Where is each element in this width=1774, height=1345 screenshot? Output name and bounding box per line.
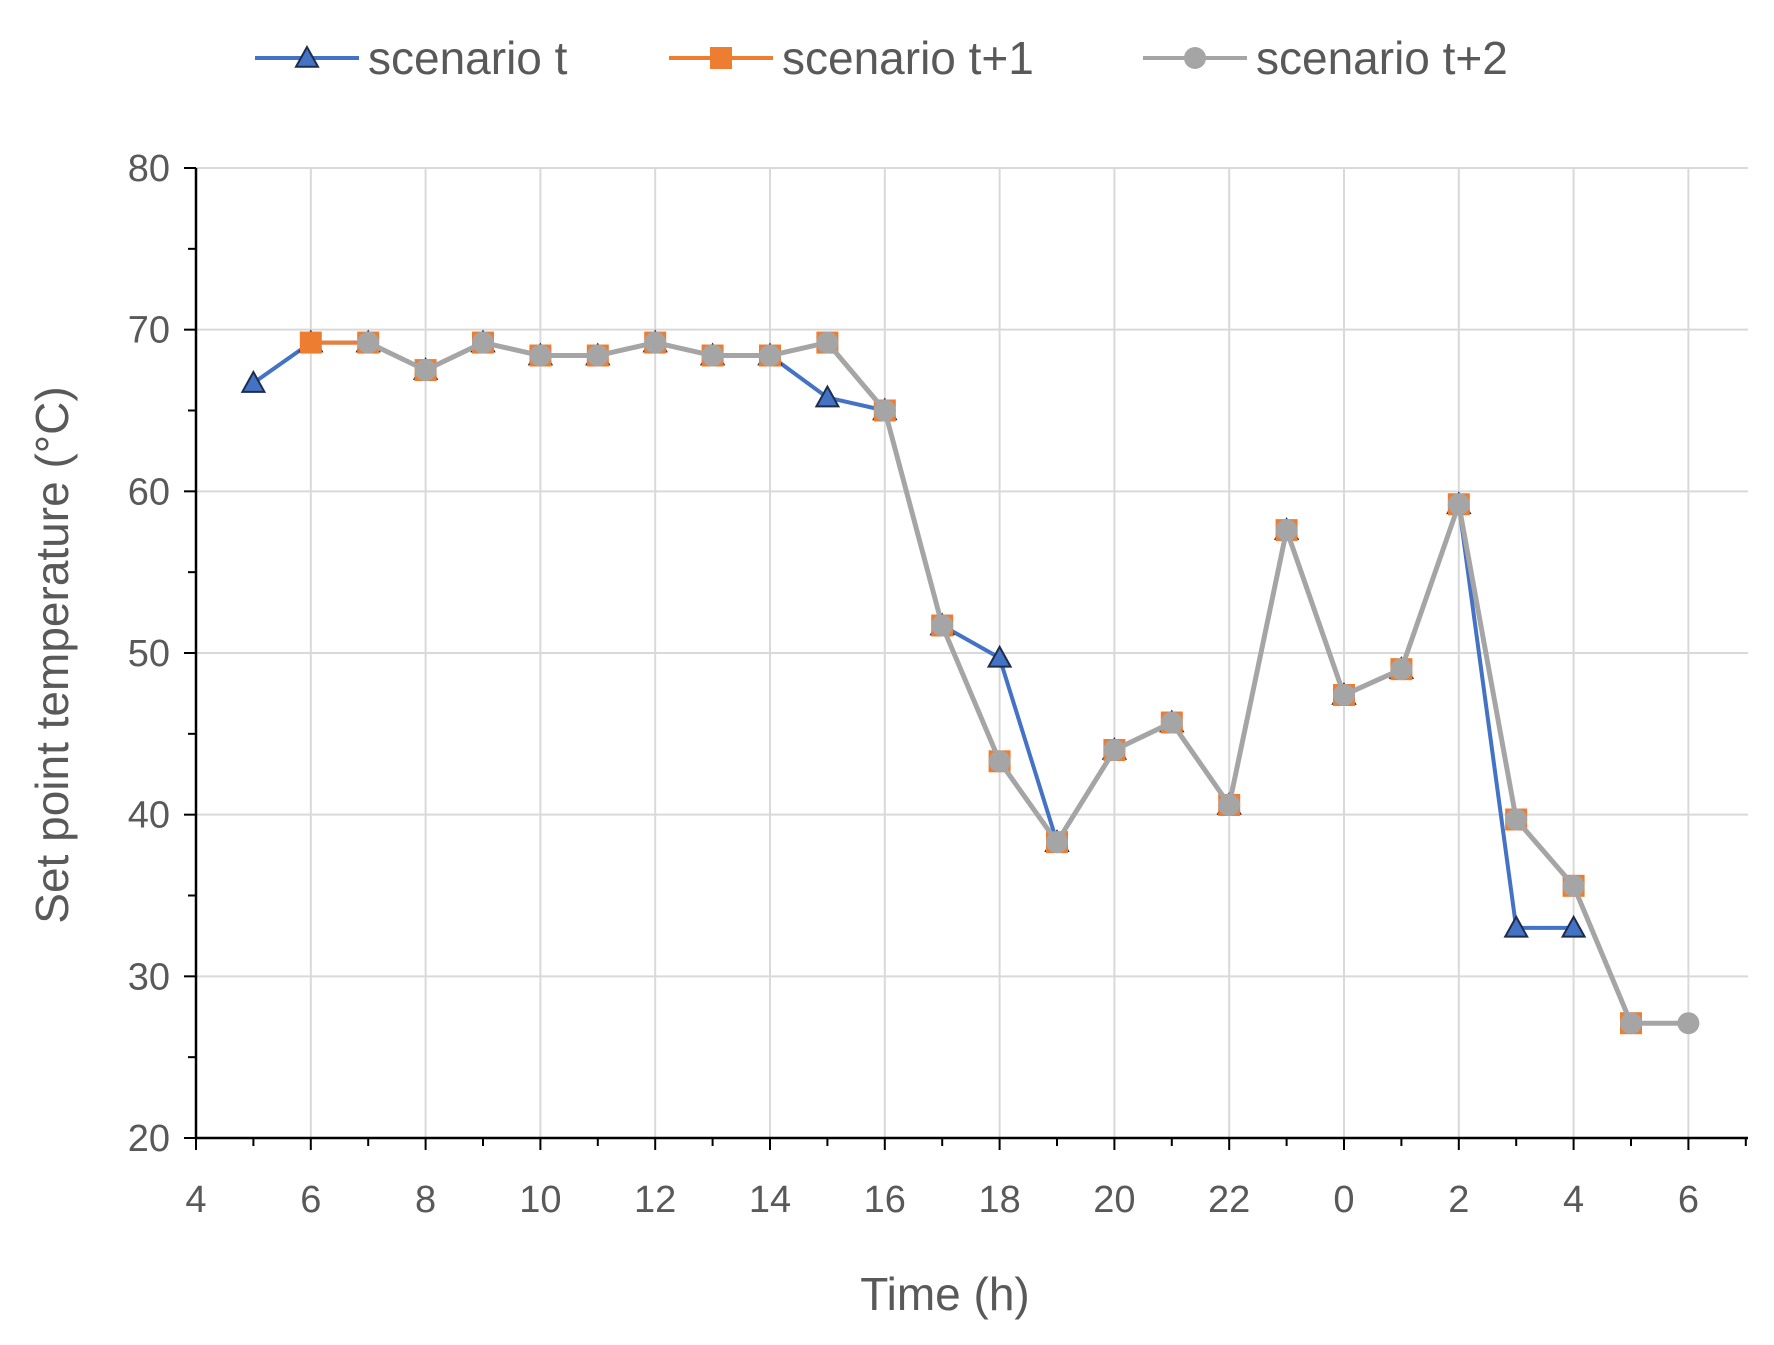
x-tick-label: 2 bbox=[1448, 1179, 1469, 1221]
data-point bbox=[873, 399, 896, 422]
data-point bbox=[701, 344, 724, 367]
y-tick-label: 30 bbox=[128, 956, 170, 998]
data-point bbox=[1447, 493, 1470, 516]
data-point bbox=[814, 384, 841, 408]
series-2 bbox=[357, 331, 1700, 1035]
y-tick-label: 50 bbox=[128, 633, 170, 675]
x-tick-label: 0 bbox=[1333, 1179, 1354, 1221]
x-tick-label: 4 bbox=[185, 1179, 206, 1221]
data-point bbox=[414, 359, 437, 382]
data-point bbox=[1333, 684, 1355, 707]
data-point bbox=[1505, 808, 1528, 831]
legend-item: scenario t+2 bbox=[1143, 32, 1508, 84]
y-axis-title: Set point temperature (°C) bbox=[26, 386, 78, 923]
data-point bbox=[759, 344, 781, 367]
y-tick-label: 20 bbox=[128, 1118, 170, 1160]
data-point bbox=[1160, 711, 1183, 734]
data-point bbox=[1620, 1012, 1642, 1035]
data-point bbox=[1390, 658, 1413, 681]
data-point bbox=[299, 331, 322, 354]
x-axis-title: Time (h) bbox=[860, 1268, 1030, 1320]
series-line bbox=[310, 340, 1633, 1024]
x-tick-label: 20 bbox=[1093, 1179, 1135, 1221]
data-point bbox=[1562, 874, 1585, 897]
series-layer bbox=[240, 329, 1700, 1035]
data-point bbox=[586, 344, 609, 367]
data-point bbox=[1560, 914, 1587, 938]
data-point bbox=[529, 344, 552, 367]
x-tick-label: 18 bbox=[978, 1179, 1020, 1221]
x-tick-label: 6 bbox=[1678, 1179, 1699, 1221]
series-line bbox=[367, 340, 1689, 1026]
data-point bbox=[357, 331, 380, 354]
x-tick-label: 6 bbox=[300, 1179, 321, 1221]
x-tick-label: 12 bbox=[634, 1179, 676, 1221]
legend-marker bbox=[1184, 47, 1206, 69]
series-1 bbox=[299, 331, 1642, 1035]
gridlines bbox=[196, 167, 1748, 1138]
legend-marker bbox=[710, 47, 732, 69]
axes: 20 30 40 50 60 70 80 4 6 8 10 12 14 16 18 20 22 0 2 4 6 bbox=[128, 148, 1748, 1221]
x-tick-label: 22 bbox=[1208, 1179, 1250, 1221]
data-point bbox=[816, 331, 839, 354]
x-tick-label: 8 bbox=[415, 1179, 436, 1221]
legend-item: scenario t bbox=[255, 32, 568, 84]
x-tick-label: 10 bbox=[519, 1179, 561, 1221]
series-0 bbox=[240, 329, 1587, 938]
legend-item: scenario t+1 bbox=[669, 32, 1034, 84]
y-tick-label: 40 bbox=[128, 795, 170, 837]
data-point bbox=[931, 614, 954, 637]
data-point bbox=[986, 644, 1013, 668]
data-point bbox=[1275, 519, 1298, 542]
y-tick-label: 60 bbox=[128, 471, 170, 513]
data-point bbox=[1677, 1012, 1700, 1035]
data-point bbox=[1103, 739, 1126, 761]
data-point bbox=[988, 750, 1011, 773]
legend-label: scenario t+1 bbox=[782, 32, 1034, 84]
y-tick-label: 70 bbox=[128, 310, 170, 352]
y-tick-label: 80 bbox=[128, 148, 170, 190]
legend: scenario t scenario t+1 scenario t+2 bbox=[255, 32, 1508, 84]
data-point bbox=[1503, 914, 1529, 938]
data-point bbox=[472, 331, 494, 354]
data-point bbox=[1218, 793, 1241, 816]
data-point bbox=[240, 369, 267, 393]
data-point bbox=[644, 331, 667, 354]
legend-label: scenario t+2 bbox=[1256, 32, 1508, 84]
legend-marker bbox=[294, 44, 320, 68]
series-line bbox=[252, 340, 1574, 930]
data-point bbox=[1046, 831, 1068, 854]
x-tick-label: 16 bbox=[864, 1179, 906, 1221]
legend-label: scenario t bbox=[368, 32, 568, 84]
x-tick-label: 14 bbox=[749, 1179, 791, 1221]
x-tick-label: 4 bbox=[1563, 1179, 1584, 1221]
